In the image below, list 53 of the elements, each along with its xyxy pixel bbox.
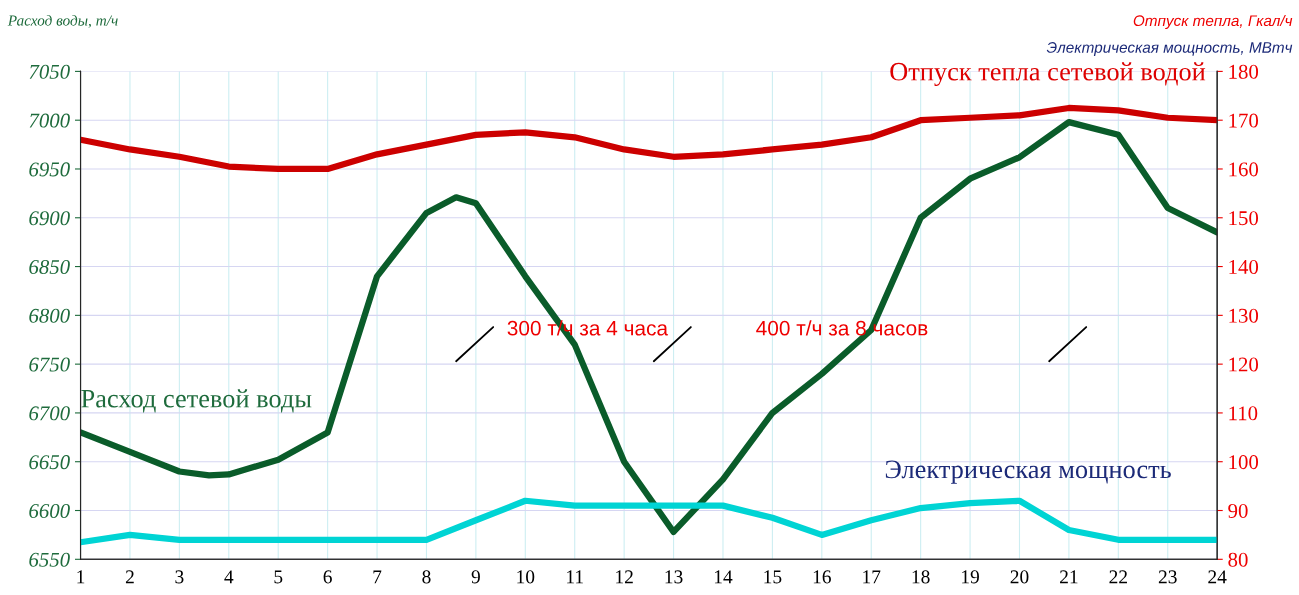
x-tick-label: 19: [962, 570, 979, 584]
y-tick-label: 6700: [29, 406, 70, 421]
x-tick-label: 3: [175, 570, 184, 584]
y-tick-label: 6800: [29, 308, 70, 323]
x-tick-label: 17: [863, 570, 881, 584]
y2-tick-label: 160: [1229, 162, 1259, 177]
series-label: Расход сетевой воды: [81, 389, 312, 413]
series-label: Электрическая мощность: [885, 460, 1171, 484]
y-tick-label: 6850: [29, 259, 70, 274]
x-tick-label: 24: [1208, 570, 1227, 584]
x-tick-label: 11: [567, 570, 583, 584]
x-tick-label: 15: [764, 570, 782, 584]
y-tick-label: 6650: [29, 455, 70, 470]
x-tick-label: 18: [912, 570, 930, 584]
x-tick-label: 23: [1158, 570, 1177, 584]
x-tick-label: 10: [517, 570, 535, 584]
y2-tick-label: 150: [1229, 211, 1259, 226]
x-tick-label: 5: [274, 570, 283, 584]
y2-tick-label: 130: [1229, 308, 1259, 323]
y2-tick-label: 140: [1229, 259, 1259, 274]
x-tick-label: 12: [616, 570, 633, 584]
annotation: 400 т/ч за 8 часов: [756, 320, 928, 336]
y2-tick-label: 100: [1229, 455, 1259, 470]
y-tick-label: 6950: [29, 162, 70, 177]
y-axis-title: Расход воды, т/ч: [7, 14, 118, 28]
x-tick-label: 9: [471, 570, 480, 584]
y2-tick-label: 90: [1228, 503, 1248, 518]
x-tick-label: 7: [373, 570, 382, 584]
x-tick-label: 8: [422, 570, 431, 584]
y-tick-label: 7000: [29, 113, 70, 128]
x-tick-label: 21: [1060, 570, 1078, 584]
y2-axis-title: Отпуск тепла, Гкал/ч: [1133, 14, 1293, 30]
y-tick-label: 6600: [29, 503, 70, 518]
x-tick-label: 20: [1010, 570, 1029, 584]
y-tick-label: 6750: [29, 357, 70, 372]
y-tick-label: 7050: [29, 64, 70, 79]
text: Электрическая мощность, МВтч: [1046, 42, 1293, 56]
y-tick-label: 6550: [29, 552, 70, 567]
x-tick-label: 22: [1109, 570, 1127, 584]
x-tick-label: 4: [224, 570, 234, 584]
y2-tick-label: 120: [1229, 357, 1259, 372]
y2-tick-label: 180: [1229, 64, 1259, 79]
y2-tick-label: 80: [1228, 552, 1248, 567]
x-tick-label: 6: [323, 570, 332, 584]
y2-tick-label: 170: [1229, 113, 1259, 128]
x-tick-label: 16: [813, 570, 831, 584]
y-tick-label: 6900: [29, 211, 70, 226]
x-tick-label: 14: [714, 570, 733, 584]
series-label: Отпуск тепла сетевой водой: [890, 62, 1206, 87]
y2-tick-label: 110: [1229, 406, 1258, 421]
x-tick-label: 13: [665, 570, 683, 584]
x-tick-label: 1: [77, 570, 85, 584]
x-tick-label: 2: [125, 570, 134, 584]
